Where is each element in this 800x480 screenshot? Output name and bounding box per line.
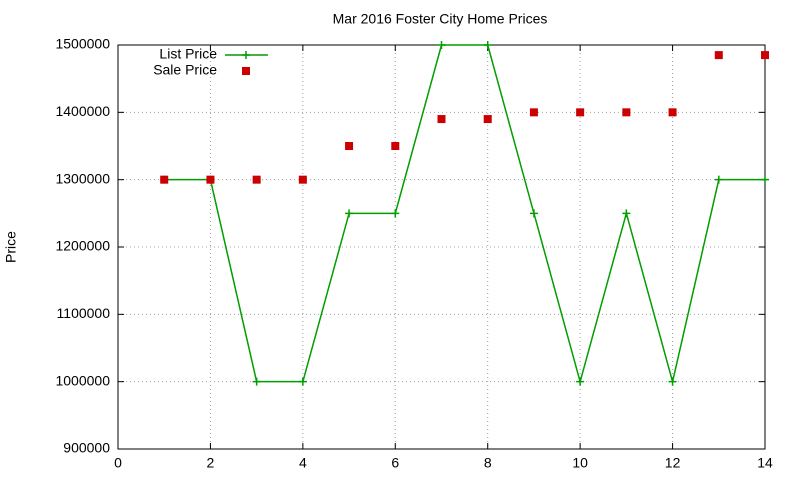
legend-swatch [242, 67, 250, 75]
point [252, 175, 261, 184]
y-axis-label: Price [3, 231, 19, 263]
point [576, 108, 585, 117]
y-tick-label: 1500000 [55, 36, 110, 52]
x-tick-label: 0 [114, 455, 122, 471]
x-tick-label: 8 [484, 455, 492, 471]
point [206, 175, 215, 184]
x-tick-label: 4 [299, 455, 307, 471]
point [622, 108, 631, 117]
point [576, 377, 585, 386]
y-tick-label: 1200000 [55, 238, 110, 254]
point [345, 209, 354, 218]
point [391, 209, 400, 218]
point [714, 51, 723, 60]
point [345, 142, 354, 150]
y-tick-label: 900000 [63, 440, 110, 456]
x-tick-label: 12 [665, 455, 681, 471]
point [668, 377, 677, 386]
x-tick-label: 10 [572, 455, 588, 471]
point [483, 41, 492, 49]
y-tick-label: 1300000 [55, 170, 110, 186]
x-tick-label: 2 [207, 455, 215, 471]
y-tick-label: 1000000 [55, 372, 110, 388]
point [298, 175, 307, 184]
point [529, 108, 538, 117]
y-tick-label: 1400000 [55, 103, 110, 119]
point [252, 377, 261, 386]
legend-label: List Price [159, 46, 217, 62]
legend-swatch [242, 51, 250, 59]
point [529, 209, 538, 218]
point [160, 175, 169, 184]
point [437, 41, 446, 49]
point [483, 115, 492, 124]
legend-label: Sale Price [153, 62, 217, 78]
point [437, 115, 446, 124]
chart-title: Mar 2016 Foster City Home Prices [333, 11, 548, 27]
point [622, 209, 631, 218]
x-tick-label: 14 [757, 455, 773, 471]
point [668, 108, 677, 117]
series-line [164, 44, 765, 385]
point [761, 175, 769, 184]
point [714, 175, 723, 184]
x-tick-label: 6 [391, 455, 399, 471]
point [761, 51, 769, 60]
point [298, 377, 307, 386]
y-tick-label: 1100000 [57, 305, 111, 321]
point [391, 142, 400, 150]
